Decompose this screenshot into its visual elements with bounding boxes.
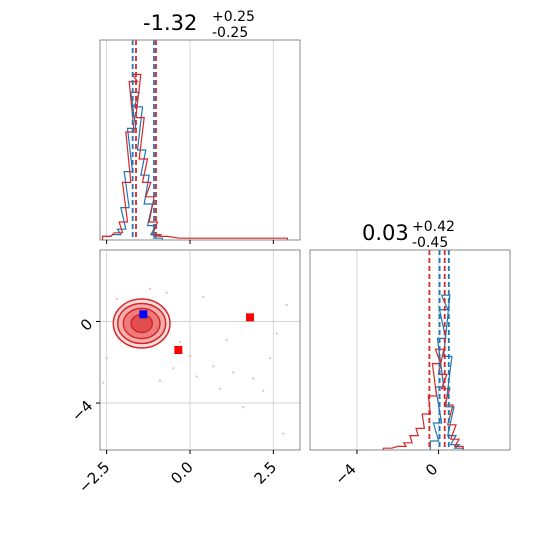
panel-title: 0.03 +0.42 -0.45 [362,219,455,251]
scatter-point [252,377,255,380]
scatter-point [242,405,245,409]
grid-lines [356,250,439,450]
title-lower-error: -0.45 [412,235,448,251]
scatter-point [285,303,288,307]
plot-frame [309,249,511,451]
scatter-point [102,381,105,384]
histogram-step-line [429,294,464,450]
tick-marks [106,240,274,244]
histogram-step-line [382,348,464,450]
scatter-point [218,387,222,390]
title-upper-error: +0.42 [412,219,455,235]
scatter-point [275,332,278,335]
plot-frame [99,249,301,451]
title-value: 0.03 [362,221,409,245]
grid-lines [100,250,300,450]
scatter-point [225,338,228,341]
histogram-panel-top-left: -1.32 +0.25 -0.25 [99,9,301,244]
contour-panel-bottom-left: −2.5 0.0 2.5 0 −4 [68,249,301,497]
x-tick-label: −2.5 [75,458,113,496]
x-tick-label: 2.5 [251,458,281,488]
marker-points [139,310,254,354]
y-tick-label: −4 [68,397,96,425]
marker-square [139,310,148,319]
scatter-point [115,297,118,301]
quantile-lines [131,40,157,240]
histogram-panel-bottom-right: −4 0 0.03 +0.42 -0.45 [309,219,511,488]
scatter-point [232,371,235,374]
title-value: -1.32 [143,11,197,35]
histogram-series [382,294,464,450]
scatter-point [178,340,182,344]
x-tick-label: 0 [422,460,441,479]
scatter-point [202,295,205,299]
scatter-point [262,389,265,393]
tick-marks-and-labels: −4 0 [331,450,441,488]
panel-title: -1.32 +0.25 -0.25 [143,9,255,41]
scatter-point [172,367,175,370]
scatter-point [268,356,272,360]
scatter-point [148,287,152,290]
title-lower-error: -0.25 [212,25,248,41]
scatter-point [195,375,198,378]
marker-square [174,346,183,354]
scatter-point [212,365,215,368]
plot-frame [99,39,301,241]
histogram-step-line [101,73,289,240]
y-tick-label: 0 [77,315,96,334]
histogram-series [101,73,289,240]
scatter-point [105,356,108,360]
grid-lines [106,40,274,240]
scatter-point [282,432,285,435]
scatter-point [165,291,168,295]
scatter-point [188,354,192,358]
x-tick-label: 0.0 [167,458,197,488]
title-upper-error: +0.25 [212,9,255,25]
contour-sets [112,298,171,349]
marker-square [246,313,254,322]
quantile-lines [428,250,450,450]
scatter-points [102,287,288,435]
scatter-point [158,379,162,382]
x-tick-label: −4 [331,460,359,488]
